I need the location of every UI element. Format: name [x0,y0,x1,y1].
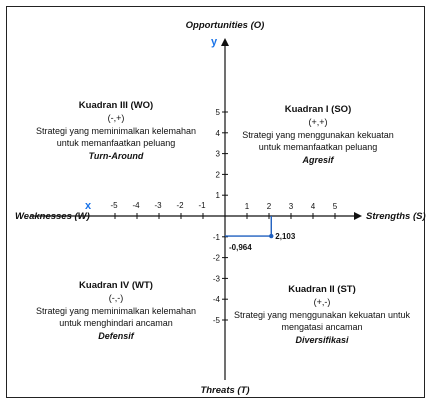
y-tick-label: 5 [216,108,221,117]
x-tick-label: -1 [198,201,206,210]
quadrant-i-title: Kuadran I (SO) [285,104,352,115]
quadrant-iv-sign: (-,-) [109,293,124,303]
quadrant-iv-title: Kuadran IV (WT) [79,280,153,291]
y-tick-label: -2 [213,254,221,263]
position-point [269,233,274,239]
quadrant-iv-desc-line2: untuk menghindari ancaman [59,318,173,328]
quadrant-iii-strategy: Turn-Around [89,151,144,161]
quadrant-iii-title: Kuadran III (WO) [79,100,153,111]
y-tick-label: 3 [216,150,221,159]
quadrant-i-desc-line2: untuk memanfaatkan peluang [259,142,378,152]
quadrant-ii-desc-line2: mengatasi ancaman [281,322,362,332]
y-tick-label: 4 [216,129,221,138]
x-tick-label: 1 [245,202,250,211]
axis-label-opportunities: Opportunities (O) [186,20,265,31]
y-tick-label: 2 [216,170,221,179]
x-tick-label: 5 [333,202,338,211]
quadrant-iii-desc-line2: untuk memanfaatkan peluang [57,138,176,148]
x-tick-label: 4 [311,202,316,211]
axis-label-weaknesses: Weaknesses (W) [15,211,90,222]
quadrant-iv: Kuadran IV (WT) (-,-) Strategi yang memi… [36,280,196,341]
quadrant-i-strategy: Agresif [301,155,334,165]
y-tick-label: -1 [213,233,221,242]
quadrant-ii-desc-line1: Strategi yang menggunakan kekuatan untuk [234,310,411,320]
y-axis-ticks: 5 4 3 2 1 -1 -2 -3 -4 -5 [213,108,228,325]
x-axis-symbol: x [85,200,92,212]
y-tick-label: -4 [213,295,221,304]
y-tick-label: 1 [216,191,221,200]
axis-label-strengths: Strengths (S) [366,211,426,222]
quadrant-ii-strategy: Diversifikasi [295,335,349,345]
y-tick-label: -3 [213,274,221,283]
x-tick-label: 2 [267,202,272,211]
quadrant-i: Kuadran I (SO) (+,+) Strategi yang mengg… [242,104,394,165]
quadrant-iii: Kuadran III (WO) (-,+) Strategi yang mem… [36,100,196,161]
x-tick-label: -4 [132,201,140,210]
quadrant-ii-title: Kuadran II (ST) [288,284,356,295]
quadrant-iii-desc-line1: Strategi yang meminimalkan kelemahan [36,126,196,136]
quadrant-i-desc-line1: Strategi yang menggunakan kekuatan [242,130,394,140]
x-axis-ticks: -5 -4 -3 -2 -1 1 2 3 4 5 [110,201,338,219]
x-tick-label: -2 [176,201,184,210]
y-axis-symbol: y [211,36,218,48]
position-point-group: 2,103 -0,964 [225,216,296,252]
quadrant-ii: Kuadran II (ST) (+,-) Strategi yang meng… [234,284,411,345]
axis-label-threats: Threats (T) [200,385,249,396]
quadrant-iv-desc-line1: Strategi yang meminimalkan kelemahan [36,306,196,316]
quadrant-iv-strategy: Defensif [98,331,135,341]
position-x-value: 2,103 [275,232,296,241]
x-tick-label: -3 [154,201,162,210]
diagram-border [6,6,425,398]
position-y-value: -0,964 [229,243,252,252]
quadrant-i-sign: (+,+) [308,117,327,127]
quadrant-ii-sign: (+,-) [314,297,331,307]
x-tick-label: 3 [289,202,294,211]
quadrant-iii-sign: (-,+) [108,113,125,123]
y-tick-label: -5 [213,316,221,325]
x-tick-label: -5 [110,201,118,210]
